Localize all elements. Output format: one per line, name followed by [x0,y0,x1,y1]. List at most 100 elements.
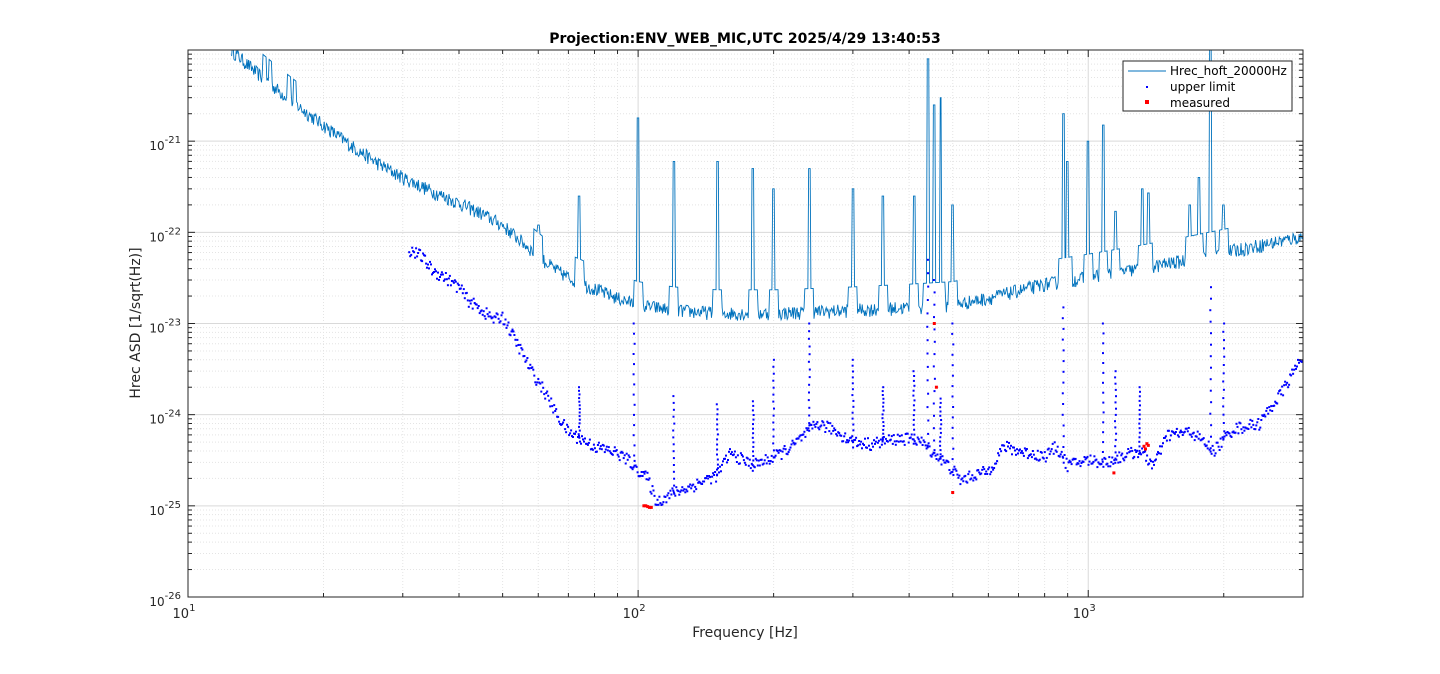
upper-limit-point [1225,434,1228,437]
upper-limit-point [1298,361,1300,364]
upper-limit-point [1189,433,1192,436]
upper-limit-point [578,404,581,407]
upper-limit-point [933,353,936,356]
upper-limit-point [1025,448,1028,450]
upper-limit-point [993,467,996,469]
upper-limit-point [443,278,446,281]
upper-limit-point [1241,431,1244,434]
upper-limit-point [1164,435,1167,438]
upper-limit-point [933,328,936,331]
legend-swatch-measured [1145,100,1149,104]
upper-limit-point [1138,449,1141,452]
upper-limit-point [563,419,566,422]
upper-limit-point [463,297,466,300]
upper-limit-point [471,307,474,310]
upper-limit-point [1209,447,1212,450]
upper-limit-point [566,423,569,426]
upper-limit-point [939,453,942,456]
upper-limit-point [675,486,678,489]
upper-limit-point [662,501,665,504]
upper-limit-point [823,424,826,427]
upper-limit-point [1249,418,1252,421]
upper-limit-point [1180,431,1183,434]
upper-limit-point [910,433,913,436]
upper-limit-point [1030,456,1033,459]
upper-limit-point [1222,364,1225,366]
upper-limit-point [1062,435,1065,438]
upper-limit-point [1045,456,1048,459]
upper-limit-point [881,438,884,441]
y-tick-label: 10-25 [149,500,181,518]
upper-limit-point [814,425,817,428]
upper-limit-point [954,468,957,471]
upper-limit-point [1042,457,1045,460]
upper-limit-point [428,267,430,270]
upper-limit-point [784,448,787,451]
upper-limit-point [1121,452,1124,455]
upper-limit-point [456,282,459,285]
upper-limit-point [609,451,612,454]
upper-limit-point [1243,429,1246,432]
upper-limit-point [989,473,992,476]
upper-limit-point [1048,453,1051,456]
upper-limit-point [1211,444,1214,447]
upper-limit-point [1115,432,1118,435]
upper-limit-point [925,447,928,450]
upper-limit-point [600,448,603,451]
upper-limit-point [794,442,797,445]
upper-limit-point [1114,388,1117,391]
upper-limit-point [506,324,509,327]
upper-limit-point [952,343,955,346]
x-tick-labels: 101 102 103 [173,603,1096,622]
upper-limit-point [752,450,754,453]
upper-limit-point [694,485,697,488]
upper-limit-point [951,332,954,335]
upper-limit-point [415,247,418,250]
upper-limit-point [1101,451,1104,453]
upper-limit-point [462,288,465,291]
legend-swatch-upper-limit [1146,86,1148,88]
upper-limit-point [939,456,942,459]
upper-limit-point [445,278,448,281]
upper-limit-point [1287,386,1290,389]
upper-limit-point [893,440,896,443]
data-layer [231,50,1303,509]
upper-limit-point [878,446,881,449]
upper-limit-point [685,488,688,491]
upper-limit-point [913,384,916,387]
upper-limit-point [1138,418,1141,421]
legend-label-hrec: Hrec_hoft_20000Hz [1170,64,1287,78]
upper-limit-point [764,454,767,457]
upper-limit-point [1259,426,1262,429]
upper-limit-point [752,432,755,435]
upper-limit-point [536,381,539,384]
y-tick-label: 10-24 [149,409,181,427]
upper-limit-point [593,447,596,450]
upper-limit-point [434,268,436,271]
upper-limit-point [948,469,951,471]
upper-limit-point [668,497,671,500]
upper-limit-point [613,446,616,449]
upper-limit-point [870,449,872,451]
upper-limit-point [446,284,449,287]
upper-limit-point [1258,428,1261,431]
upper-limit-point [933,414,935,417]
upper-limit-point [1114,457,1117,460]
upper-limit-point [1196,430,1199,433]
upper-limit-point [882,386,885,389]
upper-limit-point [1108,456,1111,459]
upper-limit-point [1104,457,1107,460]
upper-limit-point [1185,427,1188,430]
upper-limit-point [822,421,825,424]
upper-limit-point [716,423,719,426]
upper-limit-point [829,422,832,425]
upper-limit-point [772,358,775,361]
upper-limit-point [1138,399,1141,402]
upper-limit-point [542,386,545,389]
upper-limit-point [1102,362,1105,364]
upper-limit-point [447,277,450,280]
upper-limit-point [1254,428,1257,431]
upper-limit-point [898,435,901,438]
upper-limit-point [575,430,577,433]
